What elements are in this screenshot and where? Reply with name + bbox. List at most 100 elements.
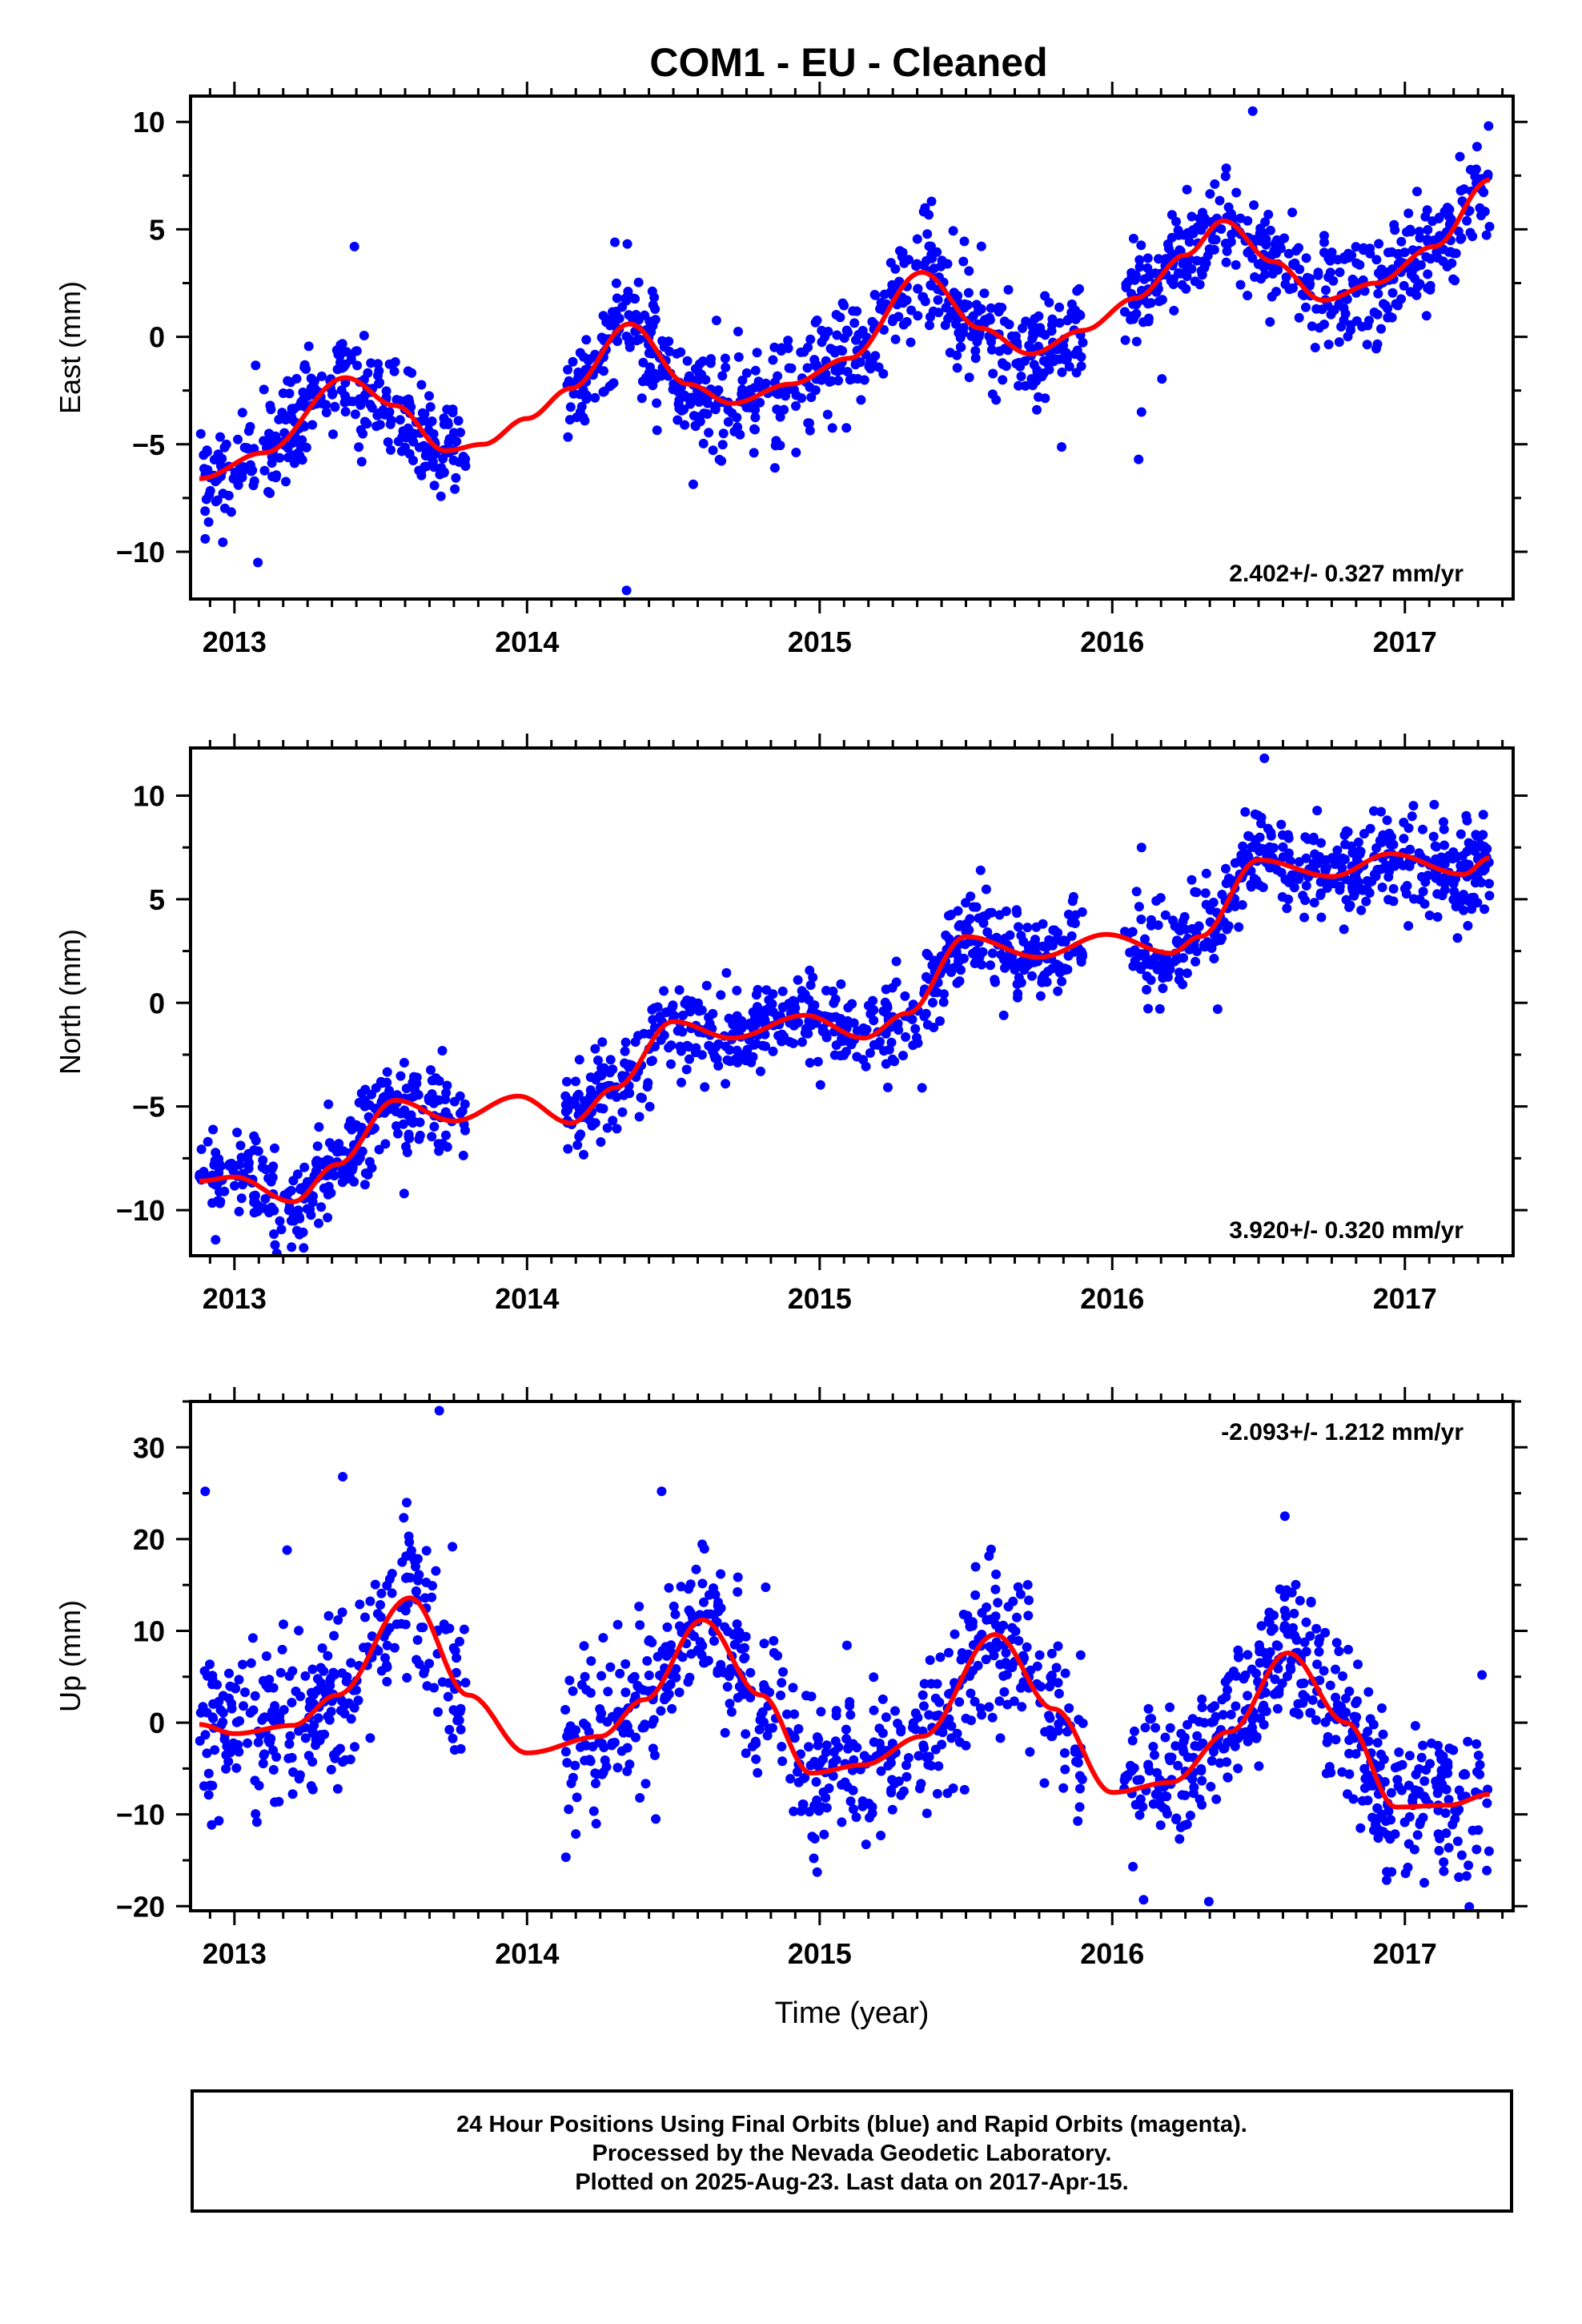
data-point: [1028, 331, 1038, 341]
data-point: [1256, 1621, 1267, 1631]
y-axis-label: North (mm): [54, 929, 86, 1075]
data-point: [354, 1097, 364, 1108]
data-point: [755, 1715, 765, 1725]
data-point: [919, 1743, 930, 1753]
data-point: [249, 444, 259, 454]
data-point: [717, 440, 728, 450]
data-point: [1016, 931, 1026, 941]
data-point: [1418, 824, 1427, 834]
data-point: [752, 1002, 762, 1012]
data-point: [1455, 151, 1465, 162]
data-point: [1223, 1685, 1232, 1695]
data-point: [970, 1590, 981, 1600]
data-point: [598, 387, 608, 397]
data-point: [1199, 940, 1209, 950]
data-point: [1436, 853, 1447, 863]
data-point: [563, 364, 573, 375]
data-point: [887, 279, 897, 290]
data-point: [998, 375, 1008, 385]
data-point: [811, 1777, 821, 1787]
data-point: [719, 1667, 729, 1678]
data-point: [1470, 878, 1480, 888]
data-point: [1372, 1738, 1383, 1748]
data-point: [778, 1002, 789, 1012]
data-point: [634, 334, 644, 344]
outlier-point: [610, 237, 620, 247]
data-point: [218, 489, 228, 499]
data-point: [1198, 1738, 1208, 1748]
data-point: [1396, 294, 1407, 304]
data-point: [1425, 254, 1435, 264]
data-point: [662, 1683, 673, 1692]
data-point: [1423, 225, 1433, 235]
data-point: [881, 984, 891, 995]
data-point: [415, 1130, 425, 1140]
data-point: [1169, 305, 1179, 316]
data-point: [560, 1107, 571, 1117]
data-point: [1317, 304, 1327, 315]
data-point: [453, 416, 464, 426]
data-point: [701, 980, 712, 991]
data-point: [398, 426, 408, 436]
data-point: [438, 453, 448, 464]
data-point: [370, 1579, 380, 1590]
data-point: [1165, 1702, 1175, 1712]
data-point: [1223, 202, 1234, 212]
data-point: [1022, 1580, 1033, 1590]
data-point: [896, 1724, 906, 1734]
data-point: [1142, 971, 1152, 981]
data-point: [1255, 832, 1265, 842]
data-point: [396, 1071, 406, 1081]
outlier-point: [917, 1083, 927, 1093]
data-point: [1018, 323, 1027, 333]
data-point: [1291, 246, 1301, 256]
data-point: [349, 1176, 359, 1187]
data-point: [1301, 881, 1311, 891]
model-fit-line: [199, 177, 1491, 481]
data-point: [768, 355, 778, 365]
data-point: [745, 1667, 756, 1678]
data-point: [1196, 1763, 1207, 1774]
data-point: [430, 1094, 440, 1104]
data-point: [932, 1788, 942, 1799]
data-point: [709, 1636, 719, 1647]
data-point: [1009, 1696, 1019, 1707]
data-point: [425, 402, 436, 412]
data-point: [1001, 1658, 1011, 1667]
data-point: [373, 1646, 383, 1656]
data-point: [1334, 854, 1344, 864]
data-point: [1385, 862, 1395, 872]
data-point: [714, 454, 725, 464]
data-point: [1042, 943, 1051, 953]
data-point: [281, 476, 291, 487]
data-point: [693, 392, 704, 403]
data-point: [1386, 1787, 1396, 1798]
data-point: [990, 977, 1000, 987]
data-point: [243, 1160, 253, 1171]
data-point: [565, 402, 576, 412]
data-point: [1282, 903, 1292, 914]
data-point: [986, 303, 996, 313]
data-point: [752, 348, 762, 358]
data-point: [1170, 1741, 1181, 1751]
data-point: [1255, 228, 1265, 239]
data-point: [1037, 977, 1047, 987]
data-point: [1182, 184, 1192, 195]
data-point: [205, 485, 215, 496]
data-point: [1263, 823, 1273, 834]
data-point: [848, 1785, 858, 1795]
data-point: [1016, 372, 1026, 381]
data-point: [1338, 1671, 1347, 1681]
data-point: [981, 884, 991, 895]
data-point: [1233, 1763, 1243, 1774]
data-point: [314, 1122, 324, 1132]
data-point: [1134, 1810, 1145, 1820]
data-point: [1394, 1747, 1404, 1757]
data-point: [579, 1641, 589, 1651]
data-point: [1269, 245, 1279, 255]
data-point: [401, 1084, 412, 1094]
data-point: [948, 963, 958, 973]
data-point: [1314, 1647, 1324, 1657]
data-point: [1166, 275, 1176, 286]
data-point: [1182, 1819, 1192, 1830]
